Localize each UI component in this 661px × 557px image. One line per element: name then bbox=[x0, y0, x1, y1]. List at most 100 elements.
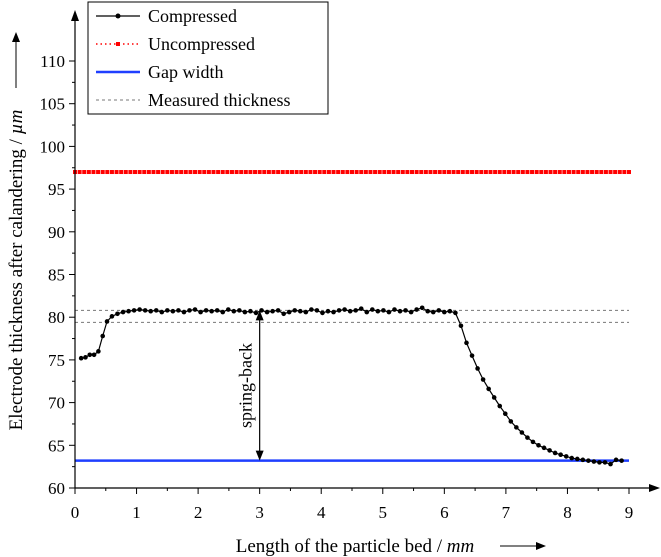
uncompressed-marker bbox=[627, 170, 631, 175]
compressed-marker bbox=[120, 309, 126, 315]
legend-item-gap-width: Gap width bbox=[96, 62, 224, 82]
x-axis-title-arrow bbox=[500, 542, 546, 550]
compressed-marker bbox=[447, 308, 453, 314]
uncompressed-marker bbox=[566, 170, 571, 175]
uncompressed-marker bbox=[308, 170, 313, 175]
spring-back-arrowhead-bottom bbox=[255, 450, 264, 461]
uncompressed-marker bbox=[414, 170, 419, 175]
compressed-marker bbox=[591, 459, 597, 464]
y-tick-label: 60 bbox=[48, 479, 65, 498]
compressed-marker bbox=[414, 307, 419, 312]
compressed-marker bbox=[430, 309, 436, 315]
compressed-marker bbox=[608, 461, 613, 467]
compressed-line bbox=[81, 307, 622, 465]
uncompressed-marker bbox=[100, 170, 105, 175]
compressed-marker bbox=[325, 308, 331, 314]
compressed-marker bbox=[469, 353, 475, 358]
uncompressed-marker bbox=[479, 170, 484, 175]
uncompressed-marker bbox=[326, 170, 331, 175]
uncompressed-marker bbox=[530, 170, 535, 175]
uncompressed-marker bbox=[234, 170, 239, 175]
uncompressed-marker bbox=[451, 170, 456, 175]
x-axis-arrowhead bbox=[649, 484, 660, 492]
compressed-marker bbox=[96, 349, 101, 354]
uncompressed-marker bbox=[109, 170, 114, 175]
compressed-marker bbox=[619, 458, 624, 463]
uncompressed-marker bbox=[276, 170, 281, 175]
compressed-marker bbox=[170, 308, 176, 314]
uncompressed-marker bbox=[391, 170, 396, 175]
uncompressed-marker bbox=[313, 170, 318, 175]
compressed-marker bbox=[347, 308, 353, 314]
uncompressed-marker bbox=[493, 170, 498, 175]
uncompressed-marker bbox=[576, 170, 581, 175]
compressed-marker bbox=[83, 355, 88, 360]
compressed-marker bbox=[91, 352, 97, 358]
compressed-marker bbox=[331, 309, 336, 315]
uncompressed-marker bbox=[590, 170, 595, 175]
compressed-marker bbox=[131, 308, 137, 313]
compressed-marker bbox=[597, 460, 602, 465]
uncompressed-marker bbox=[105, 170, 110, 175]
uncompressed-marker bbox=[96, 170, 101, 175]
compressed-marker bbox=[275, 308, 281, 313]
y-tick-label: 100 bbox=[40, 137, 66, 156]
uncompressed-marker bbox=[428, 170, 433, 175]
series-layer bbox=[73, 170, 631, 467]
uncompressed-marker bbox=[331, 170, 336, 175]
x-tick-label: 3 bbox=[255, 503, 264, 522]
uncompressed-marker bbox=[280, 170, 285, 175]
compressed-marker bbox=[453, 310, 458, 316]
uncompressed-marker bbox=[525, 170, 530, 175]
uncompressed-marker bbox=[516, 170, 521, 175]
uncompressed-marker bbox=[151, 170, 156, 175]
uncompressed-marker bbox=[410, 170, 415, 175]
y-tick-label: 85 bbox=[48, 266, 65, 285]
compressed-marker bbox=[541, 445, 547, 451]
uncompressed-marker bbox=[156, 170, 161, 175]
compressed-marker bbox=[165, 308, 170, 313]
uncompressed-marker bbox=[160, 170, 165, 175]
uncompressed-marker bbox=[562, 170, 567, 175]
axes bbox=[69, 10, 660, 494]
uncompressed-marker bbox=[119, 170, 124, 175]
tick-labels: 0 1 2 3 4 5 6 7 8 9 60 65 70 75 80 85 90 95 100 105 110 bbox=[40, 52, 634, 522]
compressed-marker bbox=[569, 455, 575, 461]
compressed-marker bbox=[458, 323, 464, 329]
legend-marker-compressed bbox=[115, 13, 121, 19]
compressed-marker bbox=[320, 310, 325, 316]
uncompressed-marker bbox=[613, 170, 618, 175]
legend: Compressed Uncompressed Gap width Measur… bbox=[87, 1, 329, 115]
uncompressed-marker bbox=[202, 170, 207, 175]
uncompressed-marker bbox=[548, 170, 553, 175]
compressed-marker bbox=[292, 308, 298, 313]
uncompressed-marker bbox=[146, 170, 151, 175]
compressed-marker bbox=[403, 308, 408, 313]
uncompressed-marker bbox=[382, 170, 387, 175]
legend-label-gap-width: Gap width bbox=[148, 62, 224, 82]
compressed-marker bbox=[225, 307, 231, 312]
uncompressed-marker bbox=[460, 170, 465, 175]
compressed-marker bbox=[530, 439, 536, 445]
spring-back-arrowhead-top bbox=[255, 310, 264, 321]
uncompressed-marker bbox=[470, 170, 475, 175]
compressed-marker bbox=[536, 443, 541, 448]
uncompressed-marker bbox=[502, 170, 507, 175]
legend-label-compressed: Compressed bbox=[148, 6, 237, 26]
compressed-marker bbox=[181, 309, 187, 315]
compressed-marker bbox=[475, 366, 480, 371]
compressed-marker bbox=[297, 308, 303, 314]
compressed-marker bbox=[580, 457, 586, 463]
compressed-marker bbox=[392, 307, 397, 312]
x-tick-label: 6 bbox=[440, 503, 449, 522]
uncompressed-marker bbox=[285, 170, 290, 175]
compressed-marker bbox=[203, 308, 209, 313]
y-tick-label: 110 bbox=[40, 52, 65, 71]
uncompressed-marker bbox=[599, 170, 604, 175]
compressed-marker bbox=[353, 308, 358, 313]
uncompressed-marker bbox=[114, 170, 119, 175]
compressed-marker bbox=[115, 311, 120, 317]
compressed-marker bbox=[425, 308, 431, 314]
uncompressed-marker bbox=[225, 170, 230, 175]
uncompressed-marker bbox=[303, 170, 308, 175]
